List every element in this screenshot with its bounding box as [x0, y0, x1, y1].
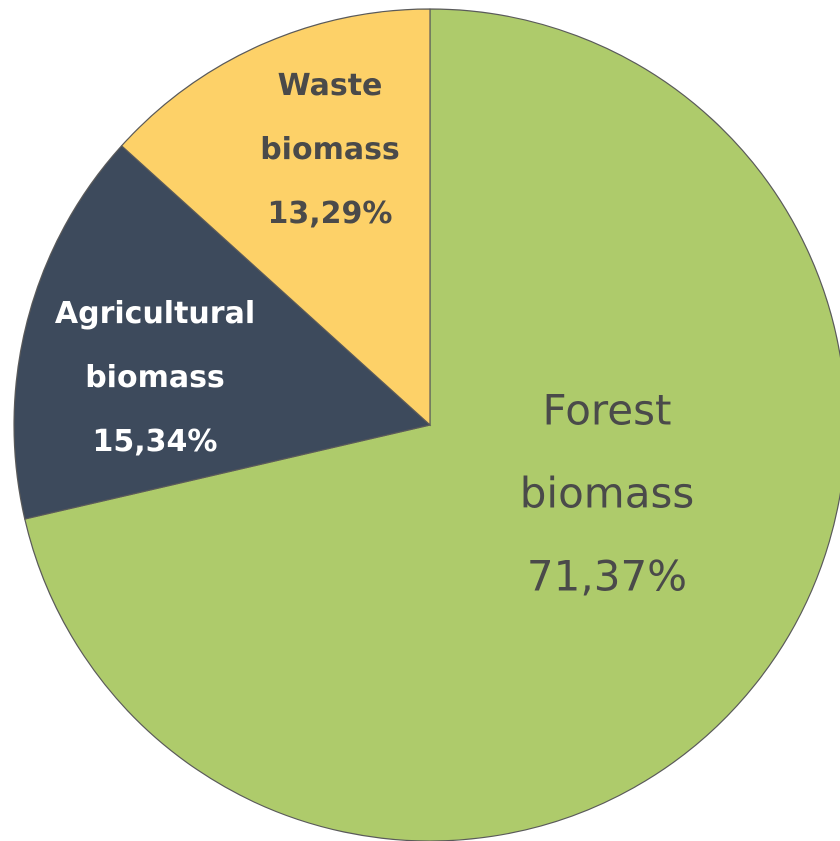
category-label: Waste biomass	[260, 68, 400, 167]
slice-label: Agricultural biomass 15,34%	[35, 282, 275, 474]
category-label: Forest biomass	[519, 385, 695, 518]
category-label: Agricultural biomass	[54, 296, 256, 395]
slice-label: Waste biomass 13,29%	[235, 54, 425, 246]
pie-slice	[120, 8, 431, 427]
pie-slice	[13, 144, 432, 520]
slice-label: Forest biomass 71,37%	[497, 369, 717, 618]
value-label: 13,29%	[267, 196, 393, 231]
pie-slice	[24, 8, 840, 841]
value-label: 15,34%	[92, 424, 218, 459]
value-label: 71,37%	[526, 551, 688, 601]
